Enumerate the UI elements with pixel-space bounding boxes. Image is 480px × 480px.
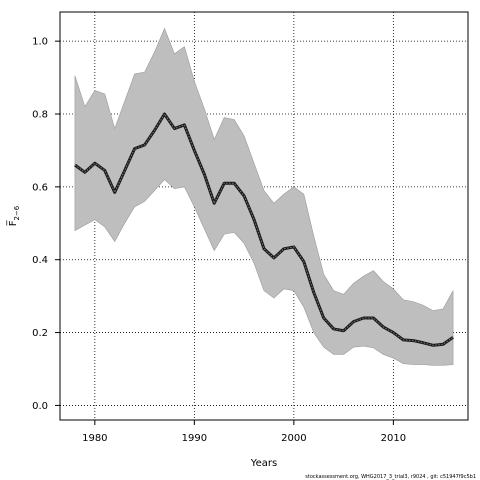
- footer-note: stockassessment.org, WHG2017_3_trial3, r…: [305, 474, 476, 480]
- y-axis-title: F̅2−6: [6, 205, 21, 226]
- x-tick-label: 2000: [281, 433, 306, 444]
- y-axis-title-main: F̅: [6, 220, 19, 227]
- x-axis-ticks: 1980 1990 2000 2010: [82, 420, 406, 444]
- y-tick-label: 0.8: [32, 110, 48, 121]
- x-tick-label: 2010: [381, 433, 406, 444]
- y-axis-title-subscript: 2−6: [13, 205, 21, 220]
- y-tick-label: 0.4: [32, 255, 48, 266]
- plot-frame: [59, 11, 469, 421]
- y-axis-ticks: 0.0 0.2 0.4 0.6 0.8 1.0: [32, 37, 60, 412]
- confidence-band: [74, 27, 454, 366]
- x-tick-label: 1980: [82, 433, 107, 444]
- x-axis-title: Years: [250, 458, 277, 469]
- y-tick-label: 0.0: [32, 401, 48, 412]
- estimate-line-outline: [74, 112, 454, 347]
- y-tick-label: 0.6: [32, 182, 48, 193]
- x-tick-label: 1990: [182, 433, 207, 444]
- y-tick-label: 1.0: [32, 37, 48, 48]
- y-tick-label: 0.2: [32, 328, 48, 339]
